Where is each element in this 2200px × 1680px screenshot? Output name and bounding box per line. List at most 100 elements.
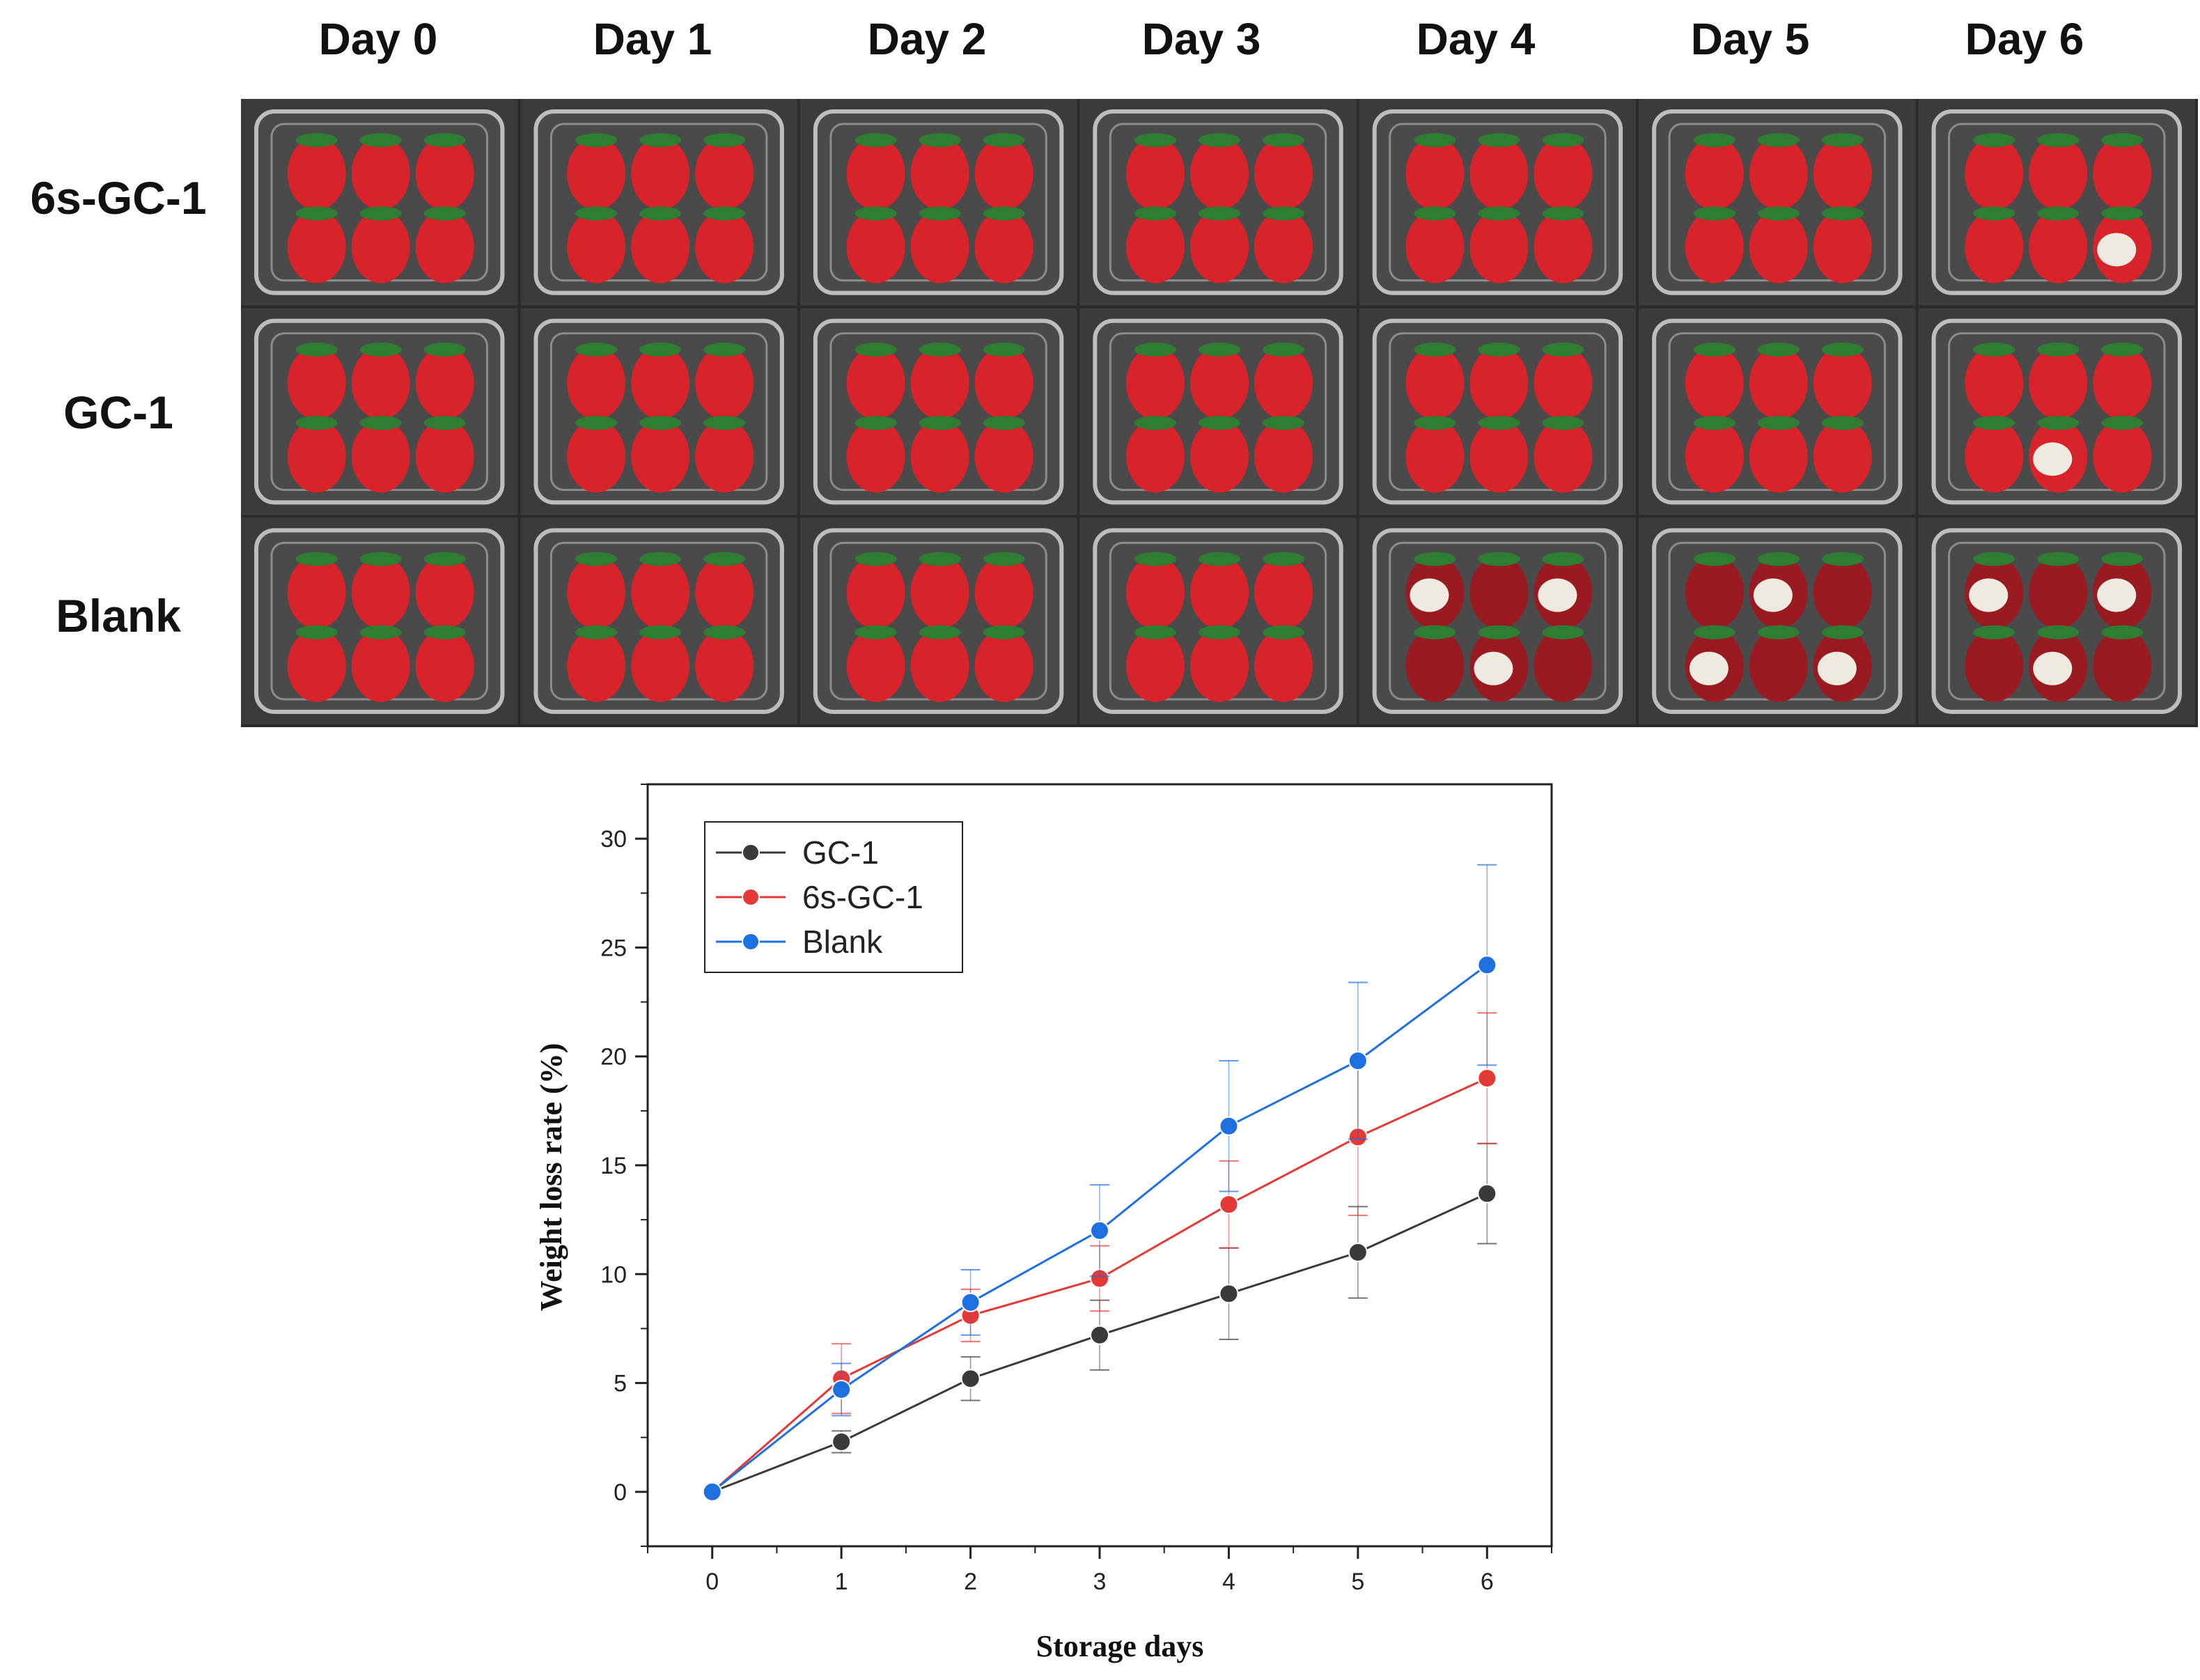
strawberry: [1254, 629, 1313, 702]
strawberry: [415, 137, 474, 210]
x-tick-label: 4: [1222, 1569, 1235, 1595]
strawberry: [1190, 420, 1249, 493]
strawberry: [1126, 420, 1185, 493]
data-point: [1090, 1325, 1109, 1345]
tray-photo: [1639, 308, 1916, 515]
strawberry: [1126, 556, 1185, 629]
strawberry: [1749, 346, 1808, 419]
strawberry: [1254, 556, 1313, 629]
data-point: [1477, 955, 1497, 975]
legend-label: GC-1: [802, 834, 879, 871]
column-label-day-5: Day 5: [1690, 14, 1810, 64]
strawberry: [631, 629, 690, 702]
tray-photo: [799, 99, 1077, 306]
strawberry: [631, 556, 690, 629]
strawberry: [1126, 210, 1185, 283]
strawberry: [351, 556, 410, 629]
strawberry: [415, 210, 474, 283]
strawberry: [631, 420, 690, 493]
tray-photo: [1639, 99, 1916, 306]
strawberry: [695, 346, 754, 419]
strawberry: [1749, 420, 1808, 493]
legend-item: 6s-GC-1: [716, 879, 923, 915]
strawberry: [287, 210, 346, 283]
tray-photo: [241, 518, 518, 724]
strawberry: [1813, 210, 1872, 283]
strawberry: [287, 420, 346, 493]
strawberry: [1685, 556, 1744, 629]
strawberry: [846, 420, 905, 493]
strawberry: [1190, 629, 1249, 702]
x-tick-label: 3: [1093, 1569, 1107, 1595]
strawberry: [1749, 210, 1808, 283]
strawberry: [1965, 137, 2024, 210]
tray-photo: [520, 99, 797, 306]
strawberry: [1190, 346, 1249, 419]
strawberry: [695, 629, 754, 702]
strawberry: [910, 210, 969, 283]
tray-photo: [799, 518, 1077, 724]
strawberry-photo-grid: [241, 99, 2198, 727]
data-point: [960, 1292, 981, 1312]
strawberry: [1813, 346, 1872, 419]
strawberry: [1469, 210, 1529, 283]
strawberry: [1965, 629, 2024, 702]
strawberry: [695, 420, 754, 493]
strawberry: [1965, 346, 2024, 419]
tray-photo: [1079, 518, 1357, 724]
data-point: [1219, 1284, 1239, 1304]
tray-photo: [241, 308, 518, 515]
strawberry: [1254, 346, 1313, 419]
strawberry: [1405, 137, 1465, 210]
x-tick-label: 5: [1351, 1569, 1364, 1595]
strawberry: [567, 210, 626, 283]
strawberry: [910, 556, 969, 629]
strawberry: [846, 556, 905, 629]
tray-photo: [1079, 99, 1357, 306]
strawberry: [351, 210, 410, 283]
strawberry: [695, 210, 754, 283]
strawberry: [2029, 556, 2088, 629]
strawberry: [351, 629, 410, 702]
strawberry: [910, 137, 969, 210]
data-point: [1348, 1243, 1368, 1263]
strawberry: [974, 420, 1033, 493]
y-tick-label: 20: [600, 1044, 627, 1071]
data-point: [1348, 1050, 1368, 1071]
strawberry: [1190, 556, 1249, 629]
strawberry: [287, 629, 346, 702]
legend-label: 6s-GC-1: [802, 879, 923, 915]
data-point: [832, 1379, 852, 1399]
x-tick-label: 6: [1481, 1569, 1494, 1595]
strawberry: [1534, 137, 1593, 210]
strawberry: [1405, 346, 1465, 419]
tray-photo: [1918, 518, 2195, 724]
tray-photo: [1079, 308, 1357, 515]
tray-photo: [1918, 99, 2195, 306]
legend-label: Blank: [802, 924, 883, 960]
column-label-day-3: Day 3: [1141, 14, 1261, 64]
tray-photo: [520, 518, 797, 724]
strawberry: [1749, 629, 1808, 702]
strawberry: [1534, 629, 1593, 702]
data-point: [960, 1369, 981, 1389]
tray-photo: [520, 308, 797, 515]
strawberry: [1813, 420, 1872, 493]
strawberry: [351, 420, 410, 493]
strawberry: [1405, 210, 1465, 283]
data-point: [1219, 1195, 1239, 1215]
y-tick-label: 0: [614, 1479, 627, 1506]
strawberry: [1685, 210, 1744, 283]
tray-photo: [241, 99, 518, 306]
strawberry: [2029, 137, 2088, 210]
strawberry: [415, 346, 474, 419]
row-label-blank: Blank: [56, 590, 181, 641]
tray-photo: [1359, 99, 1637, 306]
strawberry: [287, 137, 346, 210]
strawberry: [2093, 629, 2152, 702]
strawberry: [974, 137, 1033, 210]
y-tick-label: 5: [614, 1371, 627, 1397]
y-tick-label: 15: [600, 1153, 627, 1179]
strawberry: [1469, 346, 1529, 419]
strawberry: [631, 137, 690, 210]
